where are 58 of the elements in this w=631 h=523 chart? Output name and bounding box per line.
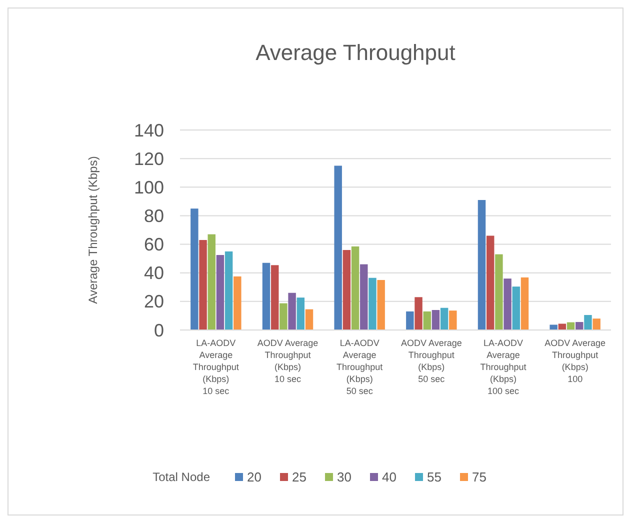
y-tick-label: 0 bbox=[154, 320, 164, 340]
bar bbox=[270, 265, 279, 330]
bar bbox=[449, 310, 457, 330]
x-tick-label: LA-AODV Average Throughput (Kbps) 100 sec bbox=[480, 338, 527, 396]
x-tick-label: AODV Average Throughput (Kbps) 100 bbox=[544, 338, 606, 384]
x-tick-label: AODV Average Throughput (Kbps) 50 sec bbox=[400, 338, 462, 384]
bar bbox=[208, 234, 216, 330]
y-tick-label: 40 bbox=[144, 263, 164, 284]
legend-label: 20 bbox=[247, 470, 262, 485]
bar bbox=[305, 309, 314, 330]
chart-title: Average Throughput bbox=[256, 40, 456, 65]
bar bbox=[280, 303, 288, 330]
bar bbox=[368, 278, 376, 330]
x-tick-label: AODV Average Throughput (Kbps) 10 sec bbox=[257, 338, 318, 384]
y-tick-label: 60 bbox=[144, 234, 164, 255]
bar bbox=[584, 315, 592, 330]
bar bbox=[216, 255, 224, 330]
bar bbox=[423, 311, 431, 330]
bar bbox=[190, 208, 198, 330]
bar bbox=[334, 166, 342, 330]
y-tick-label: 140 bbox=[134, 120, 164, 140]
x-tick-label: LA-AODV Average Throughput (Kbps) 10 sec bbox=[192, 338, 240, 396]
bar bbox=[296, 298, 305, 330]
bar bbox=[478, 200, 486, 330]
y-axis-title: Average Throughput (Kbps) bbox=[86, 156, 100, 304]
y-tick-label: 120 bbox=[134, 148, 164, 169]
bar bbox=[440, 308, 448, 330]
bar bbox=[342, 250, 351, 330]
legend-label: 55 bbox=[427, 470, 442, 485]
bar bbox=[592, 318, 600, 330]
bar bbox=[406, 311, 414, 330]
legend-label: 30 bbox=[337, 470, 352, 485]
bar bbox=[495, 254, 503, 330]
y-tick-label: 100 bbox=[134, 177, 164, 198]
bar bbox=[377, 280, 385, 330]
bar bbox=[558, 324, 566, 330]
legend-label: 40 bbox=[382, 470, 396, 485]
legend-label: 75 bbox=[472, 470, 486, 485]
legend-label: 25 bbox=[292, 470, 306, 485]
bar bbox=[199, 240, 207, 330]
bar bbox=[360, 264, 368, 330]
bar bbox=[414, 297, 422, 330]
bar bbox=[576, 322, 584, 330]
y-tick-label: 80 bbox=[144, 206, 164, 226]
legend-title: Total Node bbox=[152, 470, 210, 484]
y-tick-label: 20 bbox=[144, 292, 164, 312]
x-tick-label: LA-AODV Average Throughput (Kbps) 50 sec bbox=[336, 338, 384, 396]
bar bbox=[486, 236, 494, 330]
bar bbox=[432, 310, 440, 330]
bar bbox=[234, 276, 242, 330]
bar bbox=[520, 277, 529, 330]
bar bbox=[512, 286, 520, 330]
bar bbox=[262, 262, 270, 330]
bar bbox=[550, 324, 558, 330]
bar bbox=[288, 292, 296, 330]
bar bbox=[504, 278, 512, 330]
bar bbox=[351, 246, 360, 330]
bar bbox=[224, 251, 233, 330]
